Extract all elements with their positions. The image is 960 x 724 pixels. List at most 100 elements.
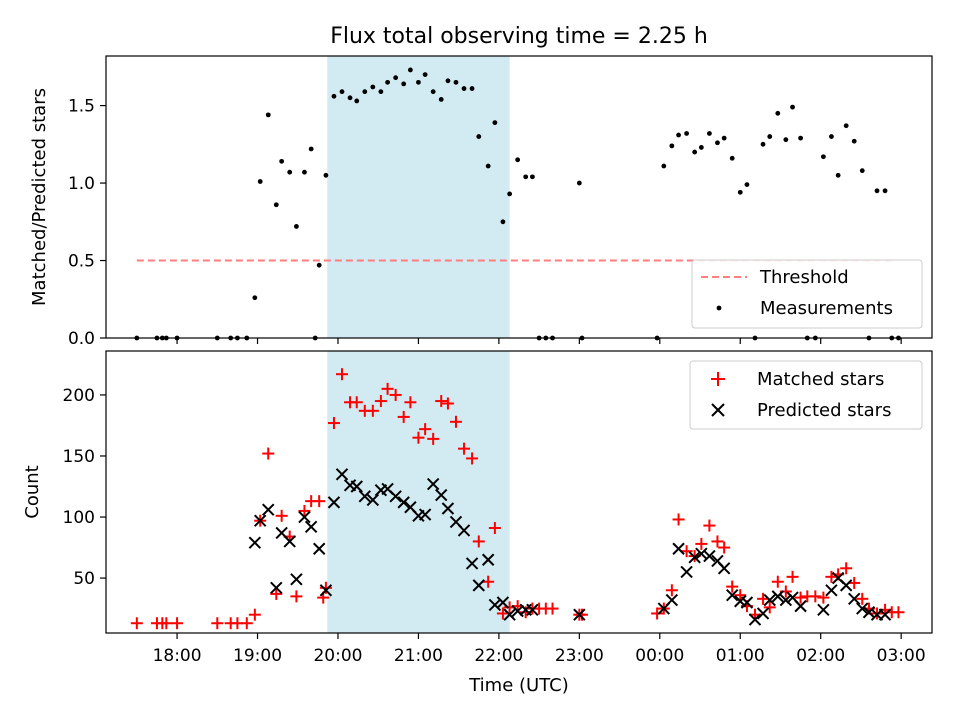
predicted-point <box>817 603 830 617</box>
matched-point <box>672 513 685 526</box>
measurement-point <box>370 84 376 90</box>
x-tick-label: 02:00 <box>796 646 845 666</box>
measurement-point <box>485 163 491 169</box>
predicted-point <box>573 608 586 621</box>
count-y-label: Count <box>22 465 43 518</box>
measurement-point <box>492 120 498 126</box>
matched-point <box>665 584 678 597</box>
y-tick-label: 0.5 <box>68 252 95 272</box>
matched-point <box>771 575 784 588</box>
measurement-point <box>273 202 279 208</box>
measurement-point <box>684 131 690 136</box>
measurement-point <box>669 143 675 149</box>
matched-point <box>270 587 283 600</box>
measurement-point <box>729 155 735 161</box>
measurement-point <box>767 134 773 139</box>
matched-point <box>825 570 838 583</box>
matched-point <box>248 608 261 621</box>
measurement-point <box>798 135 803 141</box>
predicted-point <box>366 493 380 507</box>
matched-point <box>397 410 410 423</box>
predicted-point <box>503 608 516 621</box>
matched-point <box>211 617 224 630</box>
measurement-point <box>257 179 263 184</box>
legend-measurements-label: Measurements <box>760 298 893 319</box>
ratio-y-axis: 0.0 0.5 1.0 1.5 <box>68 97 106 349</box>
measurement-point <box>661 163 667 169</box>
x-tick-label: 20:00 <box>313 646 362 666</box>
observing-interval-shade-top <box>327 56 510 338</box>
measurement-point <box>302 169 307 175</box>
count-legend-box <box>689 360 923 430</box>
predicted-point <box>725 588 739 602</box>
measurement-point <box>843 123 849 129</box>
measurement-point <box>323 172 329 178</box>
measurement-point <box>378 89 384 95</box>
matched-point <box>366 404 379 417</box>
count-legend: Matched stars Predicted stars <box>689 360 923 430</box>
legend-measurements-swatch <box>716 305 722 311</box>
predicted-point <box>465 557 479 570</box>
matched-point <box>482 575 495 588</box>
predicted-point <box>290 573 303 586</box>
measurement-point <box>287 169 293 175</box>
x-tick-label: 19:00 <box>233 646 282 666</box>
predicted-point <box>748 613 762 626</box>
predicted-point <box>688 551 701 564</box>
count-x-label: Time (UTC) <box>468 675 569 696</box>
legend-matched-swatch <box>711 372 725 386</box>
measurement-point <box>445 78 451 84</box>
matched-point <box>381 382 394 395</box>
predicted-point <box>695 547 708 560</box>
matched-point <box>336 368 348 381</box>
predicted-point <box>672 542 685 555</box>
matched-point <box>319 581 332 594</box>
measurement-point <box>882 188 888 194</box>
matched-point <box>809 590 822 603</box>
count-plot-frame <box>105 350 933 634</box>
matched-point <box>848 576 861 589</box>
predicted-point <box>740 596 754 609</box>
predicted-point <box>862 606 876 619</box>
x-tick-label: 01:00 <box>716 646 765 666</box>
predicted-point <box>418 508 432 521</box>
predicted-point <box>856 602 869 615</box>
measurement-point <box>416 79 421 85</box>
matched-point <box>726 580 739 593</box>
matched-point <box>466 452 479 465</box>
measurement-point <box>829 134 834 139</box>
matched-point <box>130 617 143 630</box>
measurement-point <box>775 110 781 116</box>
y-tick-label: 50 <box>73 569 95 589</box>
predicted-point <box>397 496 410 509</box>
matched-point <box>262 447 275 460</box>
predicted-point <box>441 502 455 515</box>
matched-point <box>427 432 440 445</box>
count-y-axis: 50 100 150 200 <box>63 386 106 589</box>
predicted-point <box>304 520 318 533</box>
matched-point <box>419 423 432 436</box>
predicted-point <box>779 593 793 607</box>
measurement-point <box>576 180 582 186</box>
predicted-point <box>496 596 510 609</box>
measurement-point <box>393 75 399 81</box>
matched-point <box>840 562 853 575</box>
x-tick-label: 00:00 <box>635 646 684 666</box>
y-tick-label: 200 <box>63 386 95 406</box>
matched-point <box>298 504 311 517</box>
measurement-point <box>354 98 360 104</box>
x-tick-label: 03:00 <box>877 646 926 666</box>
count-x-axis: 18:00 19:00 20:00 21:00 22:00 23:00 00:00 01:00… <box>153 633 926 666</box>
matched-point <box>786 570 799 583</box>
predicted-point <box>253 514 267 527</box>
measurement-point <box>461 86 467 91</box>
measurement-point <box>265 112 271 118</box>
measurement-point <box>401 81 407 87</box>
y-tick-label: 1.0 <box>68 174 95 194</box>
measurement-point <box>422 72 428 77</box>
predicted-point <box>878 608 892 621</box>
measurement-point <box>707 131 712 136</box>
legend-predicted-label: Predicted stars <box>757 400 891 421</box>
matched-point <box>160 617 173 630</box>
